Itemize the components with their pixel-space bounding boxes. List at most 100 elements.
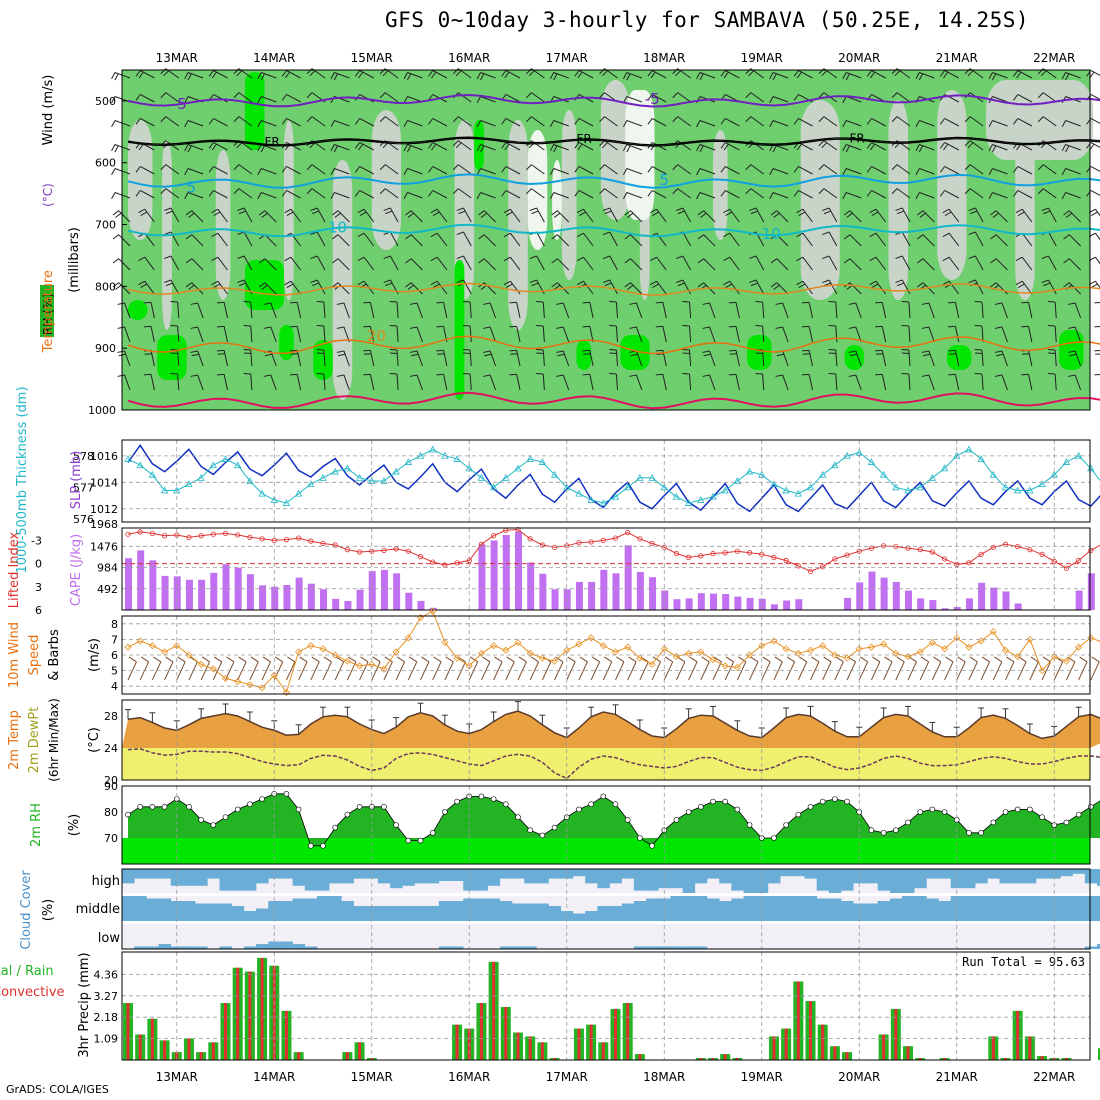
wind-speed-point (221, 674, 230, 682)
precip-tick-label: 3.27 (94, 990, 119, 1003)
wind-barb (921, 302, 930, 305)
thickness-tick-label: 576 (73, 513, 94, 526)
rh-point (1014, 806, 1021, 813)
wind-barb (943, 71, 949, 79)
rh-point (905, 819, 911, 826)
rh-point (795, 811, 802, 818)
wind-barb (702, 374, 710, 377)
wind-barb (895, 255, 903, 260)
wind-barb (968, 661, 978, 681)
wind-barb (261, 661, 271, 681)
cape-bar (137, 550, 145, 610)
wind-barb (699, 72, 716, 79)
wind-barb (626, 96, 643, 103)
cloud-cell (451, 946, 464, 949)
wind-barb (333, 73, 339, 81)
wind-barb (1047, 373, 1056, 375)
wind-barb (626, 120, 643, 127)
wind-barb (432, 118, 448, 127)
cloud-cell (402, 906, 415, 921)
wind-barb (849, 234, 862, 247)
wind-barb (138, 256, 145, 262)
wind-barb (1094, 256, 1100, 265)
wind-barb (891, 188, 898, 195)
cloud-cell (670, 946, 683, 949)
wind-barb (901, 352, 910, 355)
wind-barb (112, 234, 119, 240)
wind-barb (208, 118, 214, 125)
wind-barb (894, 70, 901, 77)
wind-barb (478, 210, 485, 216)
wind-barb (609, 207, 618, 223)
wind-barb (357, 232, 365, 238)
cloud-cell (694, 869, 708, 884)
rh-point (308, 842, 314, 849)
wind-barb (720, 70, 726, 77)
rh-point (429, 829, 436, 836)
wind-barb (343, 350, 350, 367)
rh-moist-region (1059, 330, 1084, 370)
wind-barb (1065, 192, 1081, 199)
y-tick-label: 600 (95, 157, 116, 170)
wind-barb (357, 280, 365, 286)
cloud-cell (987, 896, 1000, 921)
wind-barb (843, 210, 851, 216)
wind-barb (992, 120, 1008, 127)
wind-barb (772, 120, 789, 127)
wind-barb (170, 255, 180, 271)
cloud-cell (341, 901, 354, 921)
wind-barb (647, 190, 653, 197)
wind-barb (354, 118, 361, 125)
wind-speed-point (989, 628, 997, 636)
precip-convective-bar (236, 967, 240, 1060)
wind-barb (624, 234, 631, 240)
wind-barb (602, 142, 608, 149)
wind-barb (1001, 302, 1008, 319)
cape-bar (393, 573, 401, 610)
ylabel-convective: Convective (0, 985, 65, 1000)
wind-barb (703, 353, 711, 357)
cape-bar (1075, 590, 1083, 610)
wind-barb (723, 280, 730, 286)
wind-barb (430, 280, 438, 286)
ylabel-millibars: (millibars) (67, 227, 82, 293)
wind-barb (469, 374, 472, 391)
wind-barb (334, 212, 341, 218)
wind-barb (458, 92, 472, 103)
wind-barb (264, 282, 277, 295)
wind-barb (626, 145, 631, 153)
wind-barb (480, 144, 496, 151)
thickness-point (599, 499, 607, 506)
wind-barb (761, 661, 771, 681)
wind-barb (848, 350, 856, 353)
precip-convective-bar (614, 1008, 617, 1060)
wind-barb (748, 70, 755, 77)
wind-barb (144, 280, 155, 295)
rh-point (868, 827, 875, 834)
wind-barb (505, 166, 521, 175)
wind-barb (939, 142, 946, 149)
wind-barb (310, 255, 318, 260)
wind-barb (928, 350, 935, 367)
wind-barb (503, 232, 511, 238)
rh-point (941, 809, 948, 815)
wind-barb (184, 192, 189, 200)
wind-barb (770, 282, 778, 288)
cloud-cell (195, 869, 208, 886)
wind-barb (871, 166, 886, 175)
wind-barb (549, 72, 555, 80)
wind-barb (190, 326, 198, 329)
wind-barb (286, 142, 301, 151)
cloud-cell (792, 869, 805, 877)
wind-barb (506, 656, 515, 663)
wind-barb (337, 234, 350, 247)
wind-barb (1074, 374, 1082, 391)
wind-barb (974, 325, 983, 327)
rh-moist-region (620, 335, 650, 370)
lifted-index-point (125, 531, 131, 537)
wind-barb (725, 283, 733, 288)
wind-barb (918, 145, 924, 153)
wind-barb (396, 656, 405, 663)
wind-barb (410, 210, 423, 223)
rh-point (1027, 806, 1033, 813)
